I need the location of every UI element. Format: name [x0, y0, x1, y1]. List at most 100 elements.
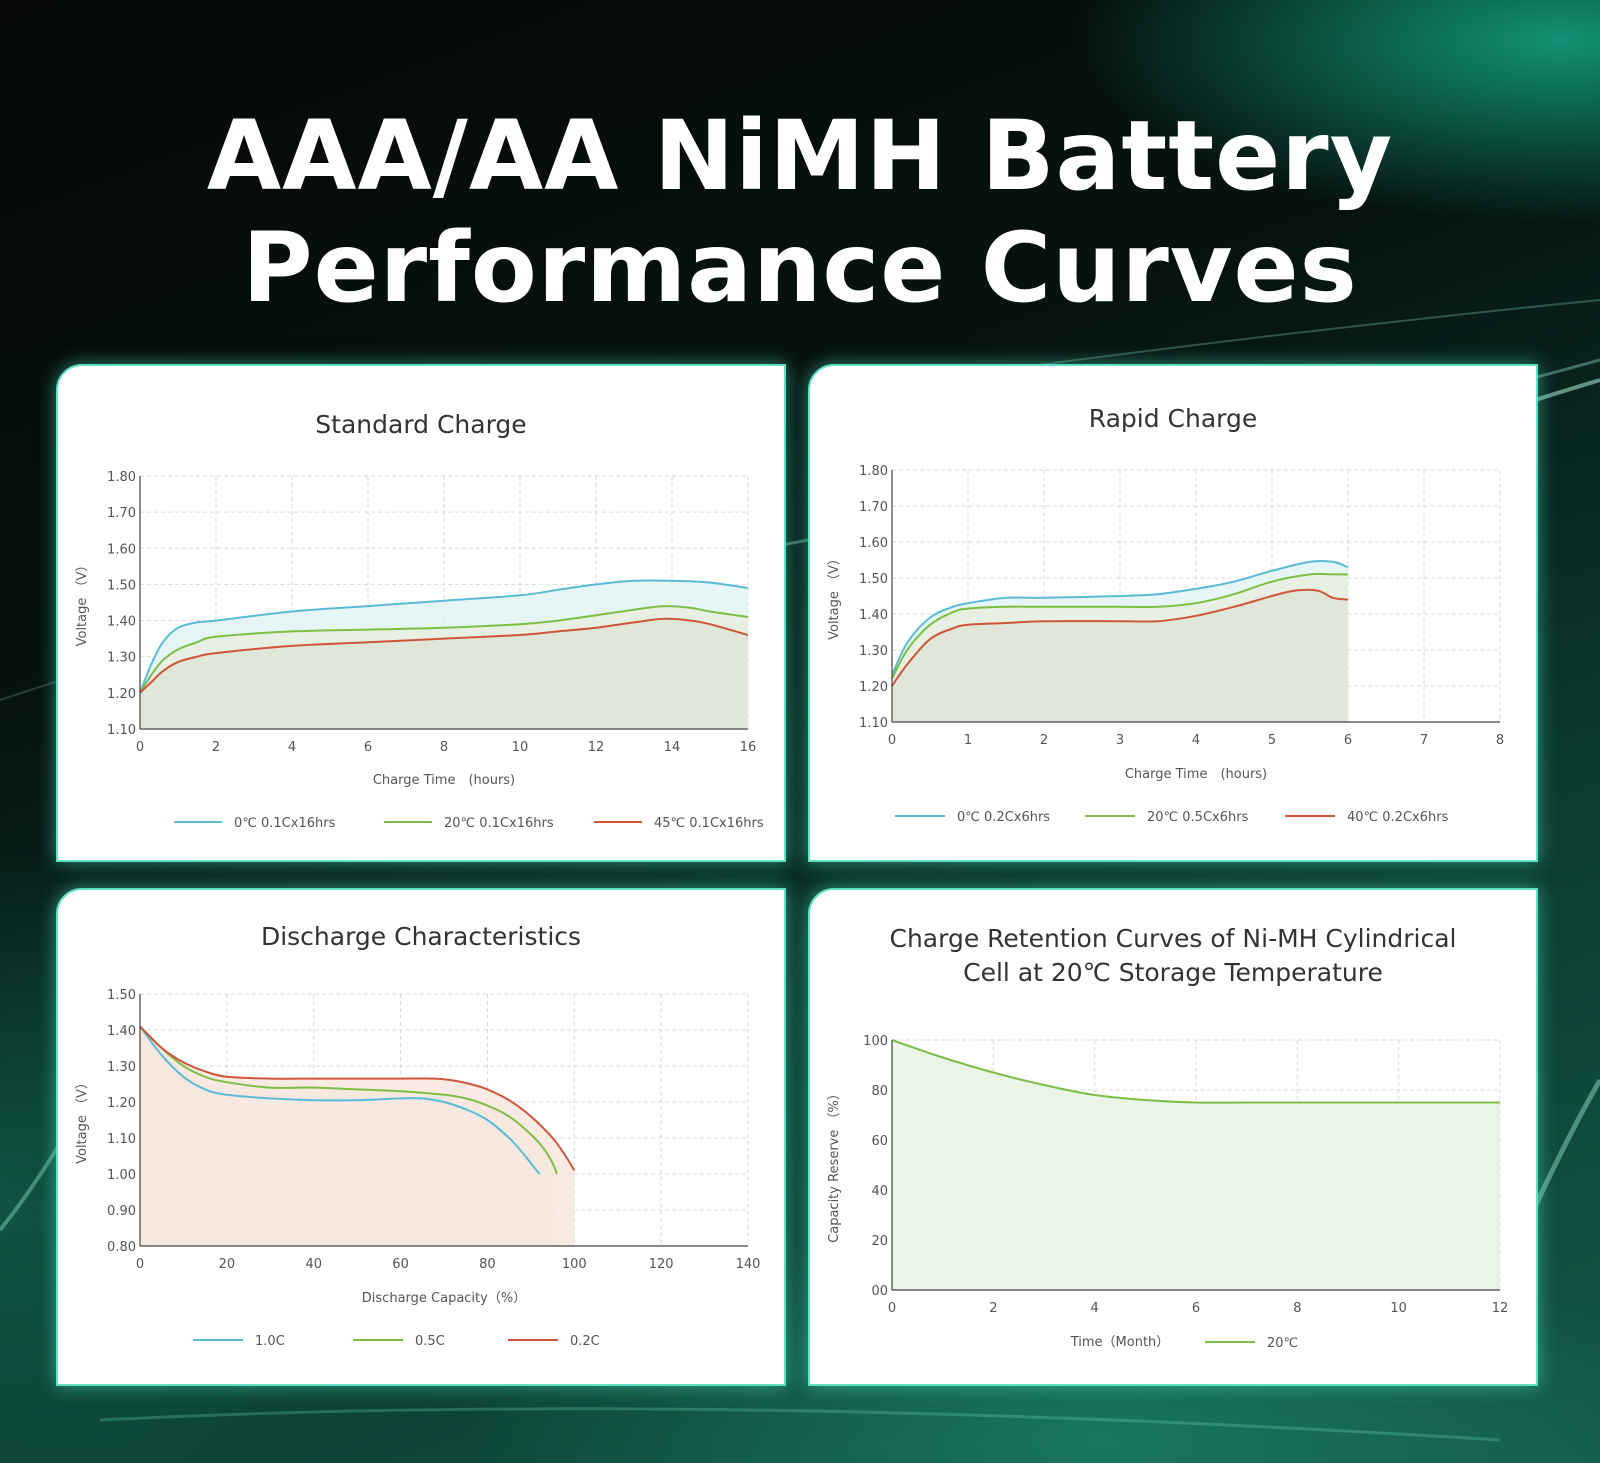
page-title-line1: AAA/AA NiMH Battery	[206, 100, 1394, 212]
retention-chart: 0 2 4 6 8 10 12 00 20 40 60 80 100 Capacity Reserve （…	[827, 1034, 1509, 1351]
series-line	[891, 572, 1348, 680]
x-tick-label: 1	[964, 733, 972, 748]
y-tick-label: 1.50	[859, 572, 888, 587]
x-tick-label: 12	[1492, 1301, 1509, 1316]
page-title: AAA/AA NiMH Battery Performance Curves	[0, 100, 1600, 324]
x-tick-label: 10	[512, 740, 529, 755]
series-lines	[891, 1039, 1500, 1104]
legend: 1.0C 0.5C 0.2C	[193, 1334, 600, 1349]
rapid-charge-panel: Rapid Charge 0 1 2 3 4 5 6 7 8 1.10 1.20 1.30 1.40 1.…	[808, 364, 1538, 862]
y-tick-label: 1.40	[107, 615, 136, 630]
y-tick-label: 80	[871, 1084, 888, 1099]
y-tick-label: 0.90	[107, 1204, 136, 1219]
series-lines	[139, 579, 749, 694]
series-line	[139, 1025, 576, 1171]
x-tick-label: 2	[212, 740, 220, 755]
x-tick-label: 0	[888, 1301, 896, 1316]
x-tick-label: 4	[1091, 1301, 1099, 1316]
y-tick-label: 1.20	[107, 1096, 136, 1111]
discharge-panel: Discharge Characteristics 0 20 40 60 80 100 12…	[56, 888, 786, 1386]
y-axis-label: Voltage （V）	[75, 1076, 90, 1164]
y-tick-label: 1.30	[107, 1060, 136, 1075]
y-tick-label: 1.30	[107, 651, 136, 666]
legend-label: 45℃ 0.1Cx16hrs	[654, 816, 764, 831]
retention-panel: Charge Retention Curves of Ni-MH Cylindr…	[808, 888, 1538, 1386]
y-tick-label: 1.00	[107, 1168, 136, 1183]
x-tick-label: 0	[888, 733, 896, 748]
series-line	[139, 1025, 558, 1175]
x-tick-label: 80	[479, 1257, 496, 1272]
x-tick-label: 120	[649, 1257, 674, 1272]
x-tick-label: 10	[1390, 1301, 1407, 1316]
legend-label: 0℃ 0.2Cx6hrs	[957, 810, 1050, 825]
x-tick-label: 100	[562, 1257, 587, 1272]
y-axis-label: Voltage （V）	[827, 552, 842, 640]
x-tick-label: 12	[588, 740, 605, 755]
y-tick-label: 1.70	[107, 506, 136, 521]
x-tick-label: 4	[1192, 733, 1200, 748]
chart-title: Rapid Charge	[1088, 404, 1258, 433]
series-line	[139, 1025, 541, 1175]
x-tick-label: 2	[989, 1301, 997, 1316]
rapid-charge-chart: 0 1 2 3 4 5 6 7 8 1.10 1.20 1.30 1.40 1.50 1.60 1.70 1.8…	[827, 464, 1504, 825]
series-line	[139, 579, 749, 694]
series-line	[891, 1039, 1500, 1104]
legend-label: 20℃ 0.5Cx6hrs	[1147, 810, 1249, 825]
y-tick-label: 1.80	[107, 470, 136, 485]
x-tick-label: 2	[1040, 733, 1048, 748]
y-axis-label: Capacity Reserve （%）	[827, 1087, 842, 1243]
x-tick-label: 0	[136, 1257, 144, 1272]
y-tick-label: 100	[863, 1034, 888, 1049]
y-tick-label: 1.10	[859, 716, 888, 731]
y-tick-label: 1.60	[107, 542, 136, 557]
x-tick-label: 3	[1116, 733, 1124, 748]
x-tick-label: 0	[136, 740, 144, 755]
chart-title-line1: Charge Retention Curves of Ni-MH Cylindr…	[889, 924, 1457, 953]
x-axis-label: Time（Month）	[1070, 1335, 1170, 1350]
series-areas	[140, 580, 748, 729]
chart-title: Standard Charge	[315, 410, 527, 439]
x-tick-label: 60	[392, 1257, 409, 1272]
legend-label: 1.0C	[255, 1334, 285, 1349]
series-lines	[139, 1025, 576, 1175]
x-tick-label: 20	[219, 1257, 236, 1272]
x-tick-label: 7	[1420, 733, 1428, 748]
x-tick-label: 16	[740, 740, 757, 755]
y-tick-label: 1.20	[859, 680, 888, 695]
y-tick-label: 1.10	[107, 1132, 136, 1147]
y-axis-label: Voltage （V）	[75, 559, 90, 647]
y-tick-label: 60	[871, 1134, 888, 1149]
x-tick-label: 8	[1293, 1301, 1301, 1316]
series-line	[891, 559, 1349, 676]
chart-title: Discharge Characteristics	[260, 922, 582, 951]
legend-label: 0.2C	[570, 1334, 600, 1349]
legend-label: 20℃ 0.1Cx16hrs	[444, 816, 554, 831]
y-tick-label: 1.50	[107, 578, 136, 593]
y-tick-label: 00	[871, 1284, 888, 1299]
standard-charge-chart: 0 2 4 6 8 10 12 14 16 1.10 1.20 1.30 1.40 1.50 1.60 1.7…	[75, 470, 764, 831]
y-tick-label: 1.80	[859, 464, 888, 479]
legend-label: 40℃ 0.2Cx6hrs	[1347, 810, 1449, 825]
series-line	[139, 605, 749, 694]
series-line	[139, 617, 749, 694]
x-tick-label: 8	[440, 740, 448, 755]
x-tick-label: 6	[1344, 733, 1352, 748]
y-tick-label: 1.30	[859, 644, 888, 659]
y-tick-label: 1.60	[859, 536, 888, 551]
x-tick-label: 6	[1192, 1301, 1200, 1316]
series-lines	[891, 559, 1349, 687]
series-areas	[892, 560, 1348, 722]
series-areas	[140, 1026, 575, 1246]
x-tick-label: 6	[364, 740, 372, 755]
chart-title-line2: Cell at 20℃ Storage Temperature	[963, 958, 1383, 987]
legend-label: 0℃ 0.1Cx16hrs	[234, 816, 336, 831]
legend: 0℃ 0.1Cx16hrs 20℃ 0.1Cx16hrs 45℃ 0.1Cx16hr…	[174, 816, 764, 831]
page-title-line2: Performance Curves	[242, 212, 1358, 324]
y-tick-label: 0.80	[107, 1240, 136, 1255]
discharge-chart: 0 20 40 60 80 100 120 140 0.80 0.90 1.00 1.10 1.20 1.…	[75, 988, 760, 1349]
x-tick-label: 8	[1496, 733, 1504, 748]
x-axis-label: Charge Time (hours)	[1125, 767, 1267, 782]
legend-label: 20℃	[1267, 1336, 1298, 1351]
y-tick-label: 1.40	[859, 608, 888, 623]
legend-label: 0.5C	[415, 1334, 445, 1349]
